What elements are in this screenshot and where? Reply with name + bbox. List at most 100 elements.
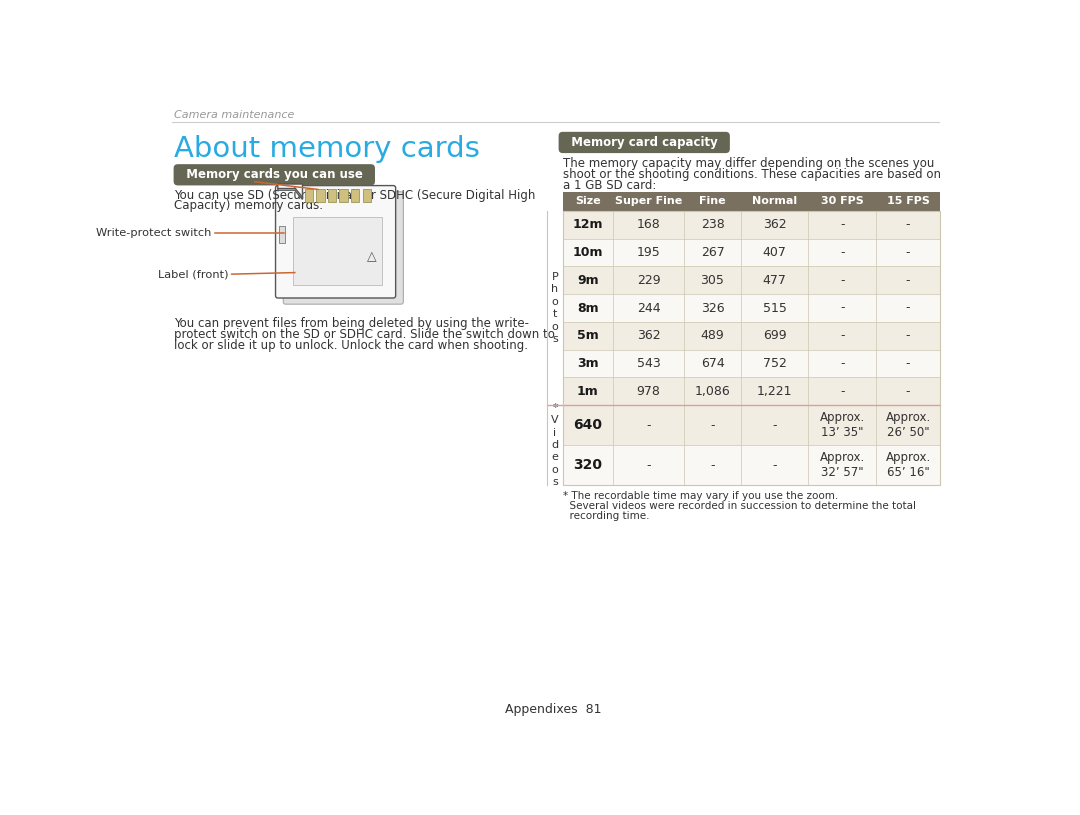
Bar: [563, 445, 940, 485]
Text: Normal: Normal: [752, 196, 797, 206]
Text: Capacity) memory cards.: Capacity) memory cards.: [174, 200, 323, 213]
Text: Label (front): Label (front): [158, 269, 229, 279]
Text: Super Fine: Super Fine: [615, 196, 683, 206]
Text: -: -: [646, 419, 651, 432]
Text: -: -: [840, 329, 845, 342]
Text: -: -: [840, 246, 845, 259]
Text: 15 FPS: 15 FPS: [887, 196, 930, 206]
FancyBboxPatch shape: [283, 192, 403, 304]
Text: The memory capacity may differ depending on the scenes you: The memory capacity may differ depending…: [563, 157, 934, 170]
Text: 978: 978: [636, 385, 661, 398]
Text: -: -: [840, 302, 845, 315]
Bar: [351, 189, 360, 202]
Text: -: -: [646, 459, 651, 472]
Text: 8m: 8m: [577, 302, 598, 315]
Bar: [563, 350, 940, 377]
Text: 9m: 9m: [577, 274, 598, 287]
Text: -: -: [906, 218, 910, 231]
Text: * The recordable time may vary if you use the zoom.: * The recordable time may vary if you us…: [563, 491, 838, 501]
Text: -: -: [906, 246, 910, 259]
Text: You can prevent files from being deleted by using the write-: You can prevent files from being deleted…: [174, 317, 529, 330]
Text: 229: 229: [637, 274, 660, 287]
Bar: [563, 192, 940, 211]
Text: 305: 305: [701, 274, 725, 287]
Text: 168: 168: [637, 218, 661, 231]
Text: 267: 267: [701, 246, 725, 259]
Bar: [563, 405, 940, 445]
Text: Terminal: Terminal: [203, 177, 252, 187]
Bar: [316, 189, 325, 202]
Text: Size: Size: [575, 196, 600, 206]
Polygon shape: [278, 184, 302, 200]
Text: -: -: [772, 419, 777, 432]
Bar: [328, 189, 336, 202]
Text: Approx.
32’ 57": Approx. 32’ 57": [820, 451, 865, 479]
Text: 326: 326: [701, 302, 725, 315]
Text: protect switch on the SD or SDHC card. Slide the switch down to: protect switch on the SD or SDHC card. S…: [174, 328, 555, 341]
Text: 477: 477: [762, 274, 786, 287]
Text: -: -: [906, 302, 910, 315]
Text: 640: 640: [573, 418, 603, 432]
Text: Appendixes  81: Appendixes 81: [505, 703, 602, 716]
Text: 195: 195: [637, 246, 661, 259]
Text: 362: 362: [637, 329, 660, 342]
Bar: [563, 267, 940, 294]
Bar: [339, 189, 348, 202]
Bar: [563, 211, 940, 239]
Text: Fine: Fine: [699, 196, 726, 206]
Text: Approx.
65’ 16": Approx. 65’ 16": [886, 451, 931, 479]
Text: 238: 238: [701, 218, 725, 231]
Text: 515: 515: [762, 302, 786, 315]
Text: a 1 GB SD card:: a 1 GB SD card:: [563, 178, 657, 192]
Text: 407: 407: [762, 246, 786, 259]
Text: Several videos were recorded in succession to determine the total: Several videos were recorded in successi…: [563, 501, 916, 511]
Bar: [563, 322, 940, 350]
Text: 30 FPS: 30 FPS: [821, 196, 864, 206]
Text: -: -: [840, 357, 845, 370]
Text: 362: 362: [762, 218, 786, 231]
Bar: [563, 377, 940, 405]
FancyBboxPatch shape: [275, 186, 395, 298]
Text: -: -: [772, 459, 777, 472]
Text: 5m: 5m: [577, 329, 598, 342]
Text: You can use SD (Secure Digital) or SDHC (Secure Digital High: You can use SD (Secure Digital) or SDHC …: [174, 188, 536, 201]
Text: 489: 489: [701, 329, 725, 342]
Text: 699: 699: [762, 329, 786, 342]
Text: 1,086: 1,086: [694, 385, 730, 398]
Bar: [279, 227, 285, 244]
Text: Write-protect switch: Write-protect switch: [96, 227, 212, 237]
Text: -: -: [906, 329, 910, 342]
Text: 674: 674: [701, 357, 725, 370]
Text: △: △: [367, 251, 377, 264]
Bar: [563, 294, 940, 322]
Text: P
h
o
t
o
s: P h o t o s: [552, 272, 558, 344]
Text: recording time.: recording time.: [563, 511, 649, 522]
Text: -: -: [711, 459, 715, 472]
Text: 244: 244: [637, 302, 660, 315]
Text: Memory card capacity: Memory card capacity: [563, 136, 726, 149]
Text: 3m: 3m: [577, 357, 598, 370]
Text: 1,221: 1,221: [757, 385, 793, 398]
Bar: [563, 239, 940, 267]
Text: 543: 543: [637, 357, 661, 370]
Text: Camera maintenance: Camera maintenance: [174, 110, 294, 120]
Text: 752: 752: [762, 357, 786, 370]
Text: -: -: [906, 385, 910, 398]
Text: shoot or the shooting conditions. These capacities are based on: shoot or the shooting conditions. These …: [563, 168, 941, 181]
Text: -: -: [906, 357, 910, 370]
Bar: [363, 189, 372, 202]
Text: 10m: 10m: [572, 246, 603, 259]
Text: -: -: [840, 274, 845, 287]
Text: Memory cards you can use: Memory cards you can use: [178, 169, 370, 181]
Text: Approx.
13’ 35": Approx. 13’ 35": [820, 411, 865, 439]
Text: -: -: [840, 218, 845, 231]
Text: lock or slide it up to unlock. Unlock the card when shooting.: lock or slide it up to unlock. Unlock th…: [174, 339, 528, 352]
Text: 12m: 12m: [572, 218, 603, 231]
Text: *
V
i
d
e
o
s: * V i d e o s: [551, 403, 558, 487]
Text: -: -: [906, 274, 910, 287]
Text: -: -: [840, 385, 845, 398]
Text: -: -: [711, 419, 715, 432]
Text: Approx.
26’ 50": Approx. 26’ 50": [886, 411, 931, 439]
Text: About memory cards: About memory cards: [174, 135, 480, 163]
Bar: [305, 189, 313, 202]
